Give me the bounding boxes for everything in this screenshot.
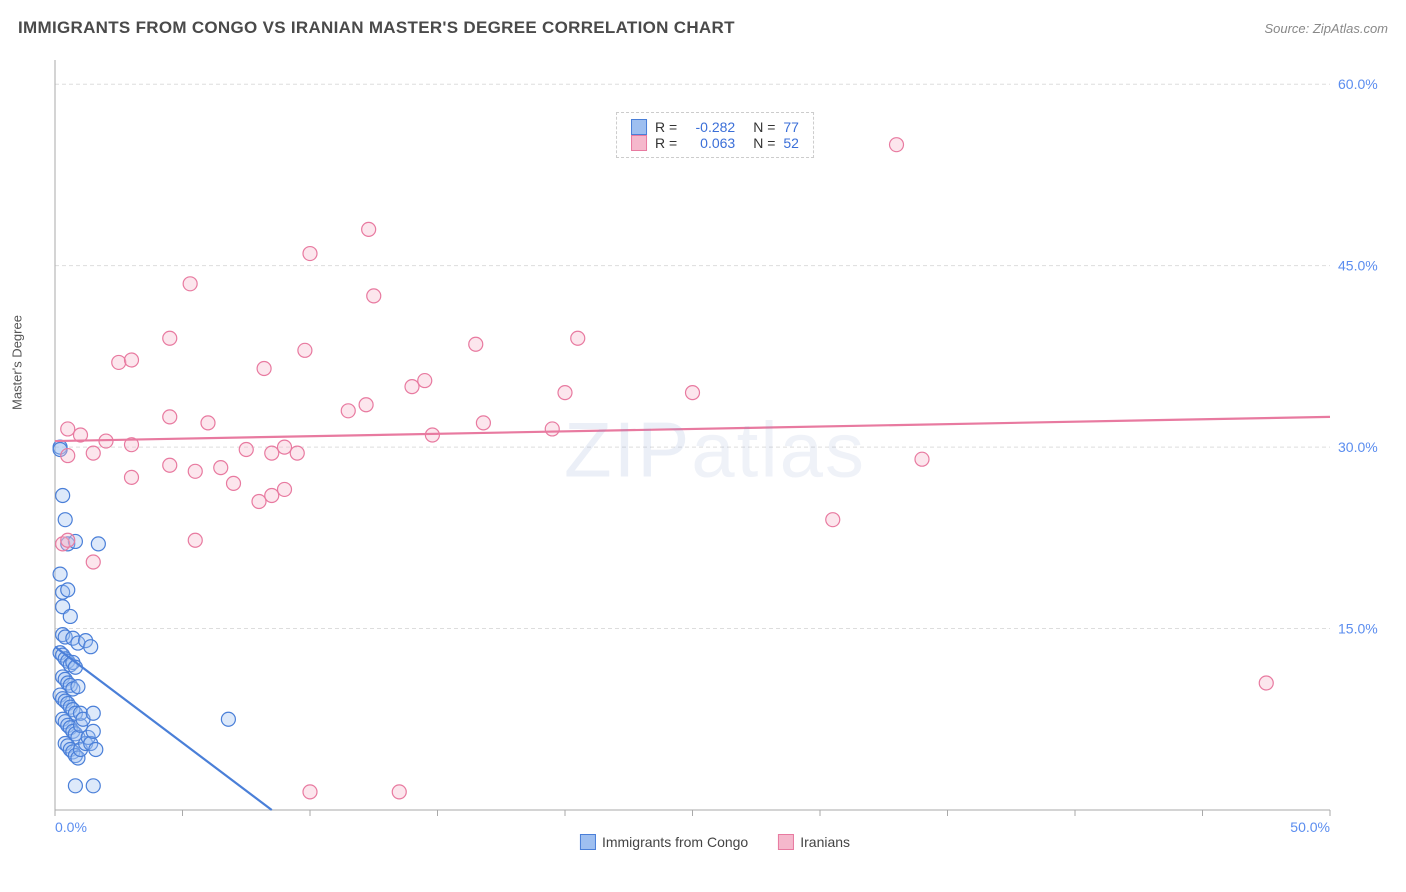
n-value-1: 52 bbox=[783, 135, 799, 151]
swatch-series-1 bbox=[631, 135, 647, 151]
r-value-1: 0.063 bbox=[685, 135, 735, 151]
scatter-plot: 15.0% 30.0% 45.0% 60.0% 0.0% 50.0% bbox=[45, 50, 1385, 850]
stats-legend: R = -0.282 N = 77 R = 0.063 N = 52 bbox=[616, 112, 814, 158]
svg-text:15.0%: 15.0% bbox=[1338, 621, 1378, 637]
y-axis-label: Master's Degree bbox=[10, 315, 25, 410]
n-value-0: 77 bbox=[783, 119, 799, 135]
legend-label-0: Immigrants from Congo bbox=[602, 834, 748, 850]
legend-item-1: Iranians bbox=[778, 834, 850, 850]
swatch-series-0 bbox=[631, 119, 647, 135]
legend-swatch-1 bbox=[778, 834, 794, 850]
svg-text:0.0%: 0.0% bbox=[55, 819, 87, 835]
chart-container: R = -0.282 N = 77 R = 0.063 N = 52 Maste… bbox=[45, 50, 1385, 850]
x-axis-legend: Immigrants from Congo Iranians bbox=[580, 834, 850, 850]
svg-text:45.0%: 45.0% bbox=[1338, 258, 1378, 274]
chart-source: Source: ZipAtlas.com bbox=[1264, 21, 1388, 36]
stats-row-series-1: R = 0.063 N = 52 bbox=[631, 135, 799, 151]
svg-text:30.0%: 30.0% bbox=[1338, 439, 1378, 455]
svg-text:60.0%: 60.0% bbox=[1338, 76, 1378, 92]
stats-row-series-0: R = -0.282 N = 77 bbox=[631, 119, 799, 135]
chart-title: IMMIGRANTS FROM CONGO VS IRANIAN MASTER'… bbox=[18, 18, 735, 38]
svg-text:50.0%: 50.0% bbox=[1290, 819, 1330, 835]
legend-item-0: Immigrants from Congo bbox=[580, 834, 748, 850]
legend-label-1: Iranians bbox=[800, 834, 850, 850]
r-value-0: -0.282 bbox=[685, 119, 735, 135]
legend-swatch-0 bbox=[580, 834, 596, 850]
chart-header: IMMIGRANTS FROM CONGO VS IRANIAN MASTER'… bbox=[18, 18, 1388, 38]
